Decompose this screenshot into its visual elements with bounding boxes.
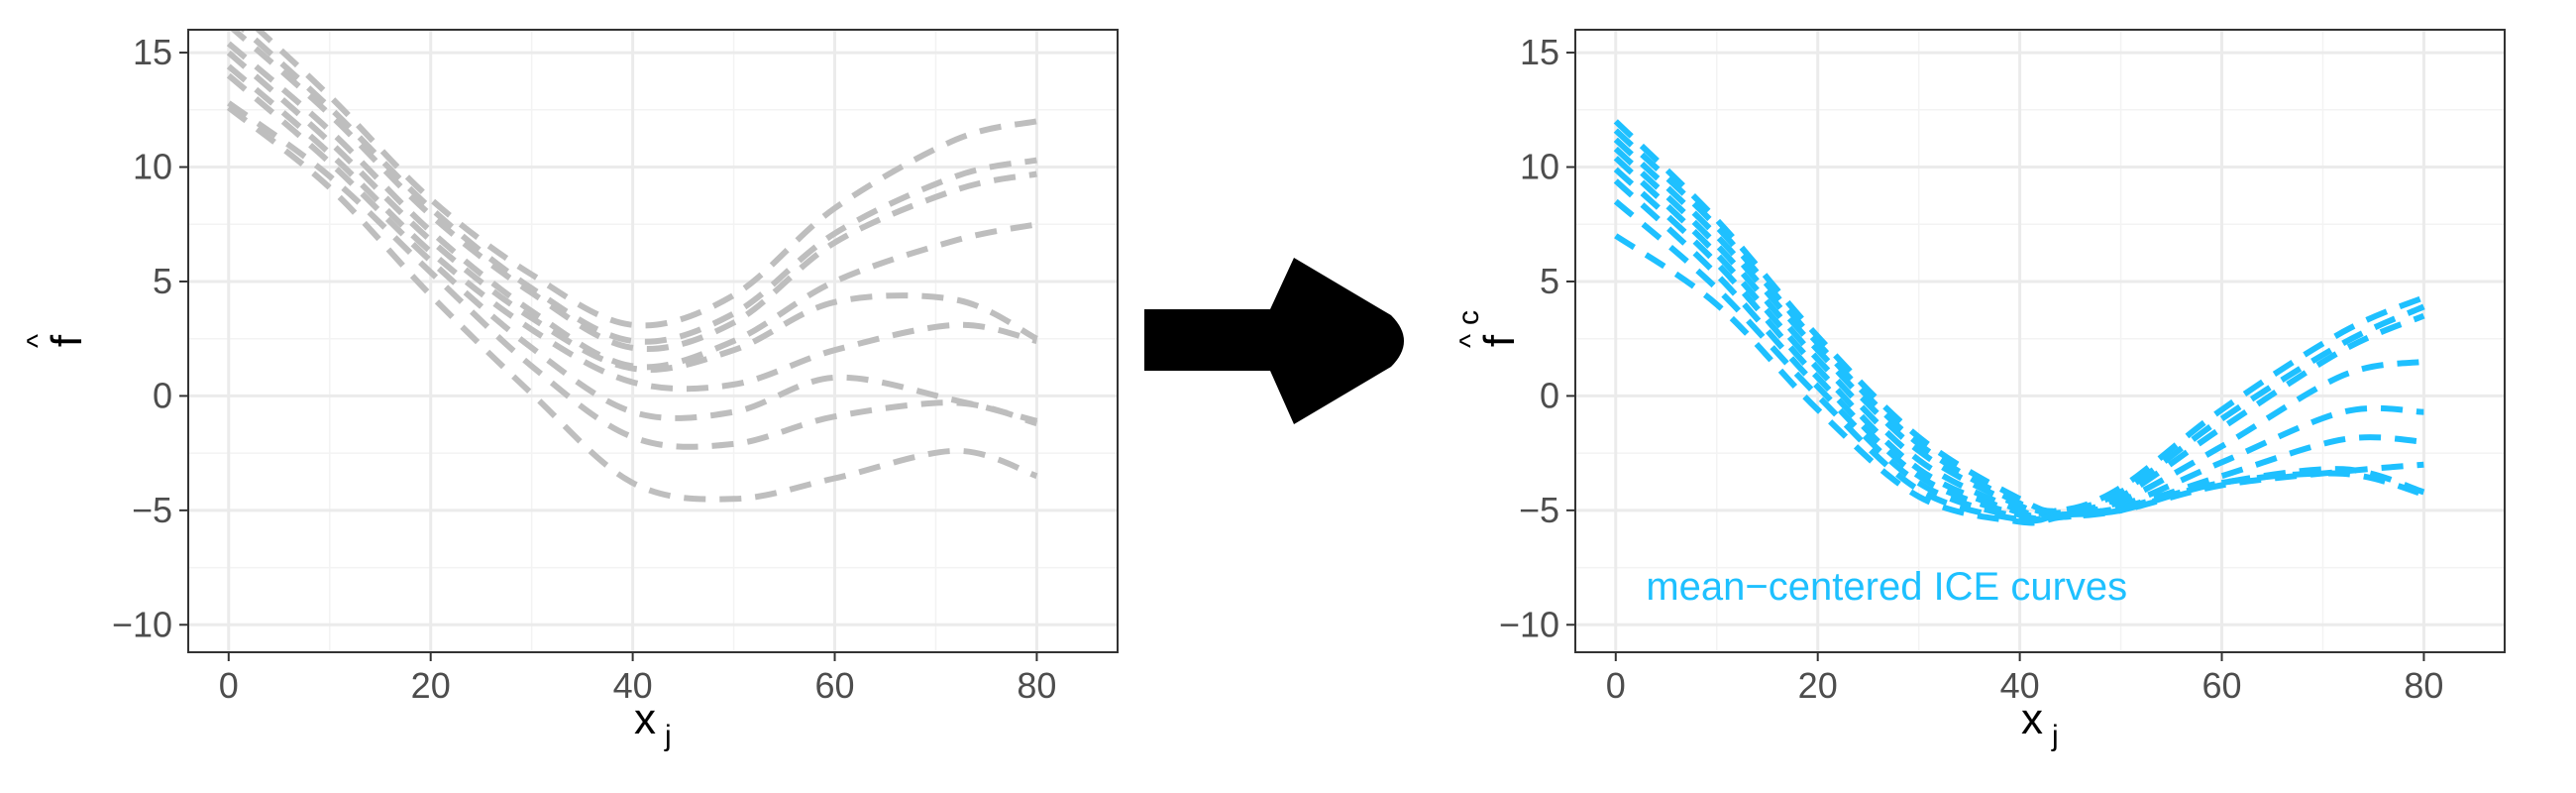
y-axis-title-group: f^ c: [1452, 310, 1524, 348]
y-tick-label: 5: [1540, 261, 1559, 301]
arrow-shape: [1144, 258, 1404, 424]
y-tick-label: 5: [153, 261, 172, 301]
x-axis-title: x: [634, 695, 656, 743]
x-axis-title-subscript: j: [2051, 720, 2059, 752]
ice-curve-6: [226, 63, 1038, 393]
x-tick-label: 60: [814, 665, 854, 706]
y-tick-label: −5: [132, 490, 172, 530]
x-axis-title-subscript: j: [664, 720, 672, 752]
x-tick-label: 0: [219, 665, 239, 706]
x-tick-label: 80: [2404, 665, 2443, 706]
series-group: [226, 30, 1038, 503]
x-tick-label: 0: [1606, 665, 1626, 706]
y-axis-title-hat: ^: [22, 334, 54, 348]
x-tick-label: 80: [1017, 665, 1056, 706]
x-tick-label: 60: [2201, 665, 2241, 706]
y-tick-label: 15: [1520, 32, 1559, 72]
ice-curve-7: [226, 72, 1038, 424]
x-tick-label: 40: [2000, 665, 2040, 706]
ice-curve-7: [1613, 178, 2425, 522]
y-tick-label: 10: [1520, 147, 1559, 187]
ice-curve-2: [1613, 128, 2425, 515]
ice-curve-8: [227, 100, 1038, 450]
transform-arrow: [1144, 258, 1404, 424]
ice-curve-9: [1614, 233, 2425, 526]
x-tick-label: 40: [613, 665, 653, 706]
y-tick-label: 0: [153, 375, 172, 415]
series-group: [1613, 119, 2425, 526]
centered-ice-plot: 0 20 40 60 80 −10 −5 0 5 10 15 x j f^ c mean−centered I…: [1452, 29, 2506, 752]
x-axis-title: x: [2021, 695, 2043, 743]
annotation-label: mean−centered ICE curves: [1646, 565, 2127, 609]
y-tick-label: 15: [133, 32, 172, 72]
ice-curve-9: [226, 105, 1038, 503]
y-tick-label: −10: [112, 604, 172, 644]
y-axis-title-hat: ^: [1454, 334, 1487, 348]
ice-curve-8: [1613, 198, 2424, 524]
y-axis-title-group: f^: [22, 334, 91, 348]
ice-curve-1: [254, 30, 1038, 329]
y-tick-label: 10: [133, 147, 172, 187]
ice-curve-2: [239, 30, 1037, 345]
x-tick-label: 20: [1798, 665, 1838, 706]
y-tick-label: −5: [1519, 490, 1559, 530]
plot-border: [1574, 29, 2506, 653]
y-axis-title: f: [1475, 334, 1524, 347]
ice-curve-1: [1613, 119, 2425, 514]
raw-ice-plot: 0 20 40 60 80 −10 −5 0 5 10 15 x j f^: [22, 29, 1119, 752]
y-axis-title: f: [43, 334, 91, 347]
y-tick-label: 0: [1540, 375, 1559, 415]
y-axis-title-superscript: c: [1452, 310, 1485, 325]
x-tick-label: 20: [411, 665, 451, 706]
ice-curve-3: [1613, 137, 2425, 517]
y-tick-label: −10: [1499, 604, 1559, 644]
ice-curve-5: [226, 50, 1038, 373]
ice-curve-3: [229, 30, 1037, 352]
plot-border: [187, 29, 1119, 653]
